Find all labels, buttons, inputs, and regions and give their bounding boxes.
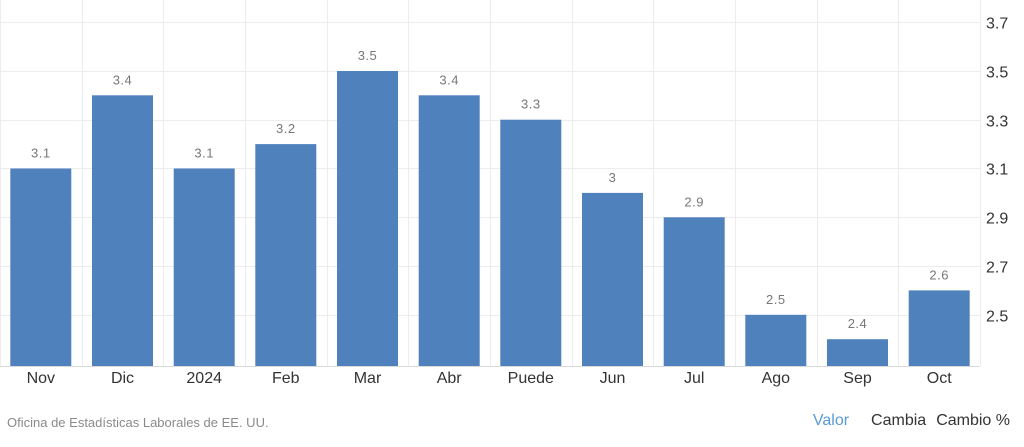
bar[interactable]	[827, 339, 888, 366]
x-tick-label: Jul	[684, 370, 704, 387]
bar-data-label: 3	[609, 170, 617, 185]
bar[interactable]	[10, 168, 72, 367]
data-labels: 3.1 3.4 3.1 3.2 3.5 3.4 3.3 3 2.9 2.5 2.4 2.6	[31, 48, 949, 331]
x-tick-label: Abr	[437, 370, 463, 387]
bar-data-label: 2.4	[848, 316, 868, 331]
y-tick-labels: 2.5 2.7 2.9 3.1 3.3 3.5 3.7	[986, 16, 1008, 326]
bar-data-label: 3.2	[276, 121, 296, 136]
bar-data-label: 2.6	[929, 267, 949, 282]
bar[interactable]	[255, 144, 317, 366]
x-tick-label: 2024	[186, 370, 222, 387]
bar-data-label: 3.4	[113, 72, 133, 87]
vertical-gridlines	[0, 0, 981, 366]
x-tick-label: Dic	[111, 370, 134, 387]
bar[interactable]	[663, 217, 725, 366]
bar-data-label: 3.3	[521, 97, 541, 112]
source-note: Oficina de Estadísticas Laborales de EE.…	[7, 415, 269, 430]
bar[interactable]	[500, 119, 562, 366]
tab-cambia[interactable]: Cambia	[871, 412, 927, 429]
x-tick-label: Nov	[27, 370, 55, 387]
x-tick-labels: Nov Dic 2024 Feb Mar Abr Puede Jun Jul Ago Sep Oct	[27, 370, 953, 387]
bar-data-label: 3.4	[439, 72, 459, 87]
y-tick-label: 2.7	[986, 260, 1008, 277]
bar[interactable]	[418, 95, 480, 367]
bar[interactable]	[173, 168, 235, 367]
bar-data-label: 3.5	[358, 48, 378, 63]
bar[interactable]	[582, 192, 643, 366]
x-tick-label: Oct	[927, 370, 952, 387]
x-tick-label: Feb	[272, 370, 300, 387]
bar-chart: 3.1 3.4 3.1 3.2 3.5 3.4 3.3 3 2.9 2.5 2.4 2.6 Nov Di…	[0, 0, 1008, 387]
bar[interactable]	[908, 290, 970, 366]
bar[interactable]	[92, 95, 153, 367]
x-tick-label: Ago	[762, 370, 791, 387]
horizontal-gridlines	[0, 22, 980, 316]
tab-cambio-pct[interactable]: Cambio %	[936, 412, 1010, 429]
y-tick-label: 3.1	[986, 162, 1008, 179]
x-tick-label: Mar	[354, 370, 382, 387]
y-tick-label: 2.9	[986, 211, 1008, 228]
bar[interactable]	[337, 71, 398, 366]
bars	[10, 71, 970, 367]
bar-data-label: 2.5	[766, 292, 786, 307]
bar[interactable]	[745, 314, 807, 366]
y-tick-label: 3.7	[986, 16, 1008, 33]
x-tick-label: Puede	[508, 370, 554, 387]
bar-data-label: 2.9	[684, 194, 704, 209]
bar-data-label: 3.1	[194, 146, 214, 161]
x-tick-label: Sep	[843, 370, 872, 387]
value-mode-tabs: Valor Cambia Cambio %	[813, 412, 1010, 430]
tab-valor[interactable]: Valor	[812, 412, 850, 429]
y-tick-label: 3.5	[986, 65, 1008, 82]
x-tick-label: Jun	[600, 370, 626, 387]
y-tick-label: 3.3	[986, 114, 1008, 131]
y-tick-label: 2.5	[986, 309, 1008, 326]
bar-data-label: 3.1	[31, 146, 51, 161]
